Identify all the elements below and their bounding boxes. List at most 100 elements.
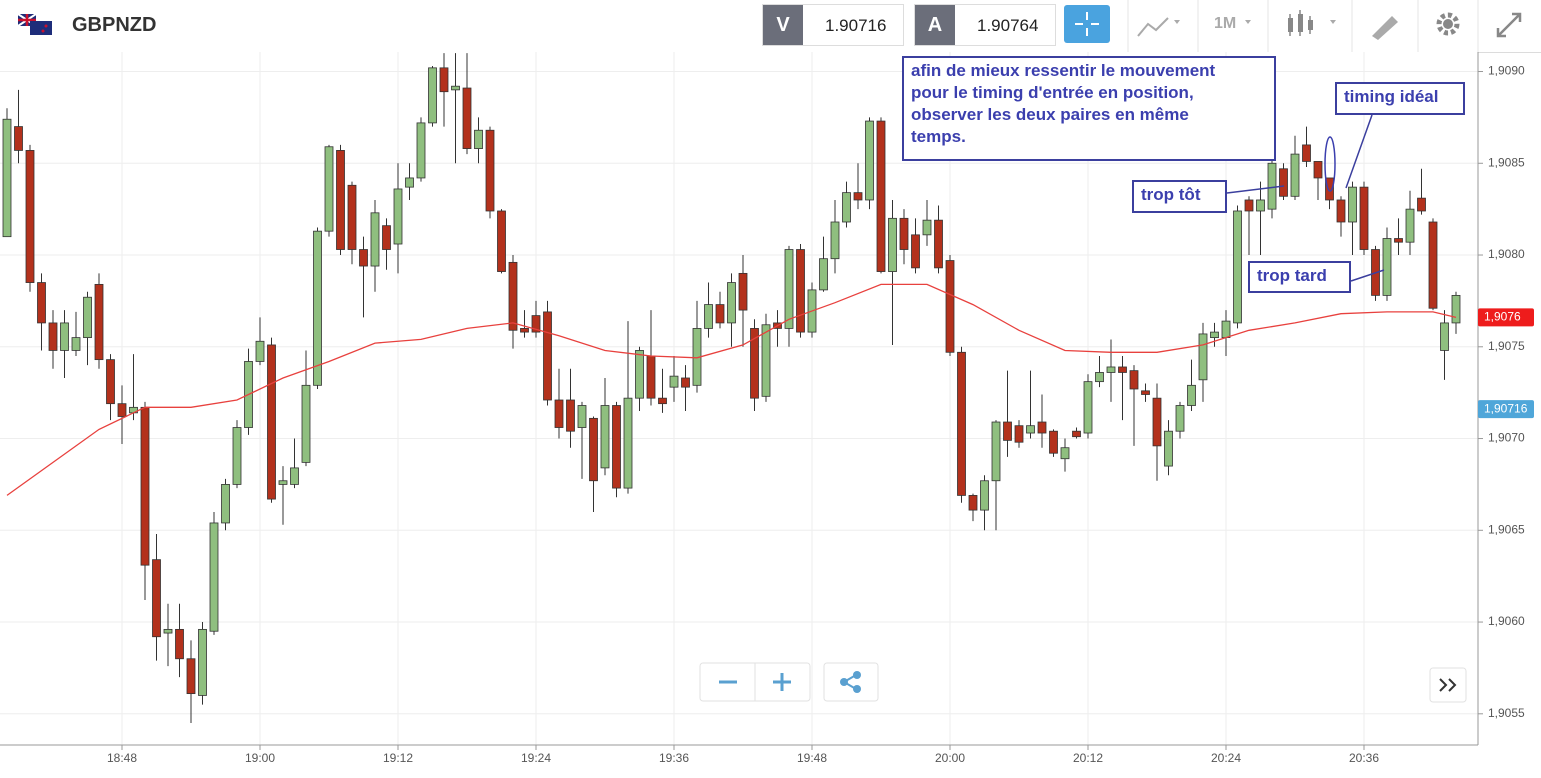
candle-body [1060, 447, 1070, 460]
candle-body [1152, 397, 1162, 447]
candle-body [1267, 162, 1277, 210]
candle-body [819, 258, 828, 291]
crosshair-button[interactable] [1064, 5, 1110, 43]
annotation: afin de mieux ressentir le mouvement pour… [902, 56, 1276, 161]
x-tick-label: 18:48 [107, 751, 137, 765]
y-tick-label: 1,9065 [1488, 522, 1525, 536]
candle-body [393, 188, 403, 245]
candle-body [1313, 161, 1323, 179]
candle-body [623, 397, 633, 489]
draw-icon[interactable] [1372, 16, 1398, 40]
candle-body [796, 249, 805, 333]
x-tick-label: 19:48 [797, 751, 827, 765]
chart: 1,9055 1,9060 1,9065 1,9070 1,9075 1,9080 1,90… [0, 52, 1534, 765]
annotation-line: trop tôt [1141, 185, 1201, 204]
candle-body [1451, 294, 1461, 324]
candle-body [106, 359, 115, 405]
candle-body [991, 421, 1001, 482]
candle-body [25, 150, 35, 283]
candle-body [451, 85, 460, 91]
candle-body [635, 350, 644, 399]
buy-button[interactable]: A 1.90764 [914, 4, 1056, 46]
annotation-line: observer les deux paires en même [911, 105, 1189, 124]
candle-body [1256, 199, 1265, 212]
candle-body [497, 210, 506, 272]
candle-body [1014, 425, 1024, 443]
sell-button[interactable]: V 1.90716 [762, 4, 904, 46]
candle-body [267, 344, 276, 500]
candle-body [1198, 333, 1208, 381]
candle-body [968, 495, 978, 511]
candle-body [324, 146, 334, 232]
annotation: trop tôt [1132, 180, 1227, 213]
tool-icons [1064, 0, 1522, 52]
candle-body [359, 249, 368, 267]
candle-body [140, 406, 150, 566]
candle-body [232, 427, 242, 485]
moving-average [6, 283, 1457, 496]
candle-body [1290, 153, 1300, 197]
fullscreen-icon[interactable] [1496, 12, 1522, 38]
candle-body [336, 150, 345, 250]
candle-body [715, 304, 725, 324]
y-tick-label: 1,9090 [1488, 64, 1525, 78]
candle-body [876, 120, 886, 272]
timeframe[interactable]: 1M [1214, 15, 1237, 32]
candle-body [405, 177, 414, 188]
candle-body [152, 559, 161, 638]
candle-body [175, 628, 184, 660]
candle-body [554, 399, 564, 428]
candle-body [474, 129, 483, 149]
symbol: GBPNZD [72, 14, 157, 36]
candle-body [1233, 210, 1242, 324]
candle-body [163, 628, 173, 634]
settings-icon[interactable] [1436, 12, 1460, 36]
candle-body [830, 221, 840, 260]
candle-body [577, 405, 587, 428]
price-label-box [1478, 400, 1534, 419]
candle-body [1164, 430, 1173, 467]
candle-body [704, 304, 713, 329]
candle-body [1129, 370, 1139, 390]
annotation-line: afin de mieux ressentir le mouvement [911, 61, 1216, 80]
x-tick-label: 20:12 [1073, 751, 1103, 765]
candle-body [221, 484, 230, 524]
candle-body [1359, 186, 1369, 250]
y-tick-label: 1,9085 [1488, 155, 1525, 169]
candle-body [1382, 238, 1392, 296]
candle-icon[interactable] [1288, 10, 1313, 36]
sell-label: V [763, 5, 803, 45]
candle-body [1394, 238, 1403, 243]
candle-body [646, 355, 656, 399]
candle-body [957, 351, 966, 496]
candle-body [980, 480, 989, 511]
x-tick-label: 19:12 [383, 751, 413, 765]
candle-body [278, 480, 288, 485]
candle-body [1175, 405, 1185, 432]
candle-body [1244, 199, 1254, 212]
candle-body [1417, 197, 1426, 212]
candle-body [1095, 372, 1104, 383]
candle-body [313, 230, 322, 386]
price-label: 1,90716 [1484, 401, 1528, 415]
candle-body [83, 296, 92, 339]
chart-type-icon[interactable] [1137, 17, 1169, 37]
candle-body [117, 403, 127, 417]
annotation-line: timing idéal [1344, 87, 1439, 106]
candle-body [1428, 221, 1438, 309]
candle-body [727, 282, 736, 324]
annotation-line: trop tard [1257, 266, 1327, 285]
candle-body [1037, 421, 1047, 434]
candle-body [416, 122, 426, 179]
candle-body [1221, 320, 1231, 339]
candle-body [1187, 384, 1196, 406]
candle-body [1405, 208, 1415, 243]
x-tick-label: 19:24 [521, 751, 551, 765]
candle-body [1083, 381, 1093, 434]
candle-body [37, 282, 46, 324]
x-tick-label: 19:00 [245, 751, 275, 765]
candle-body [842, 192, 851, 223]
candle-body [14, 126, 23, 151]
candle-body [669, 375, 679, 388]
